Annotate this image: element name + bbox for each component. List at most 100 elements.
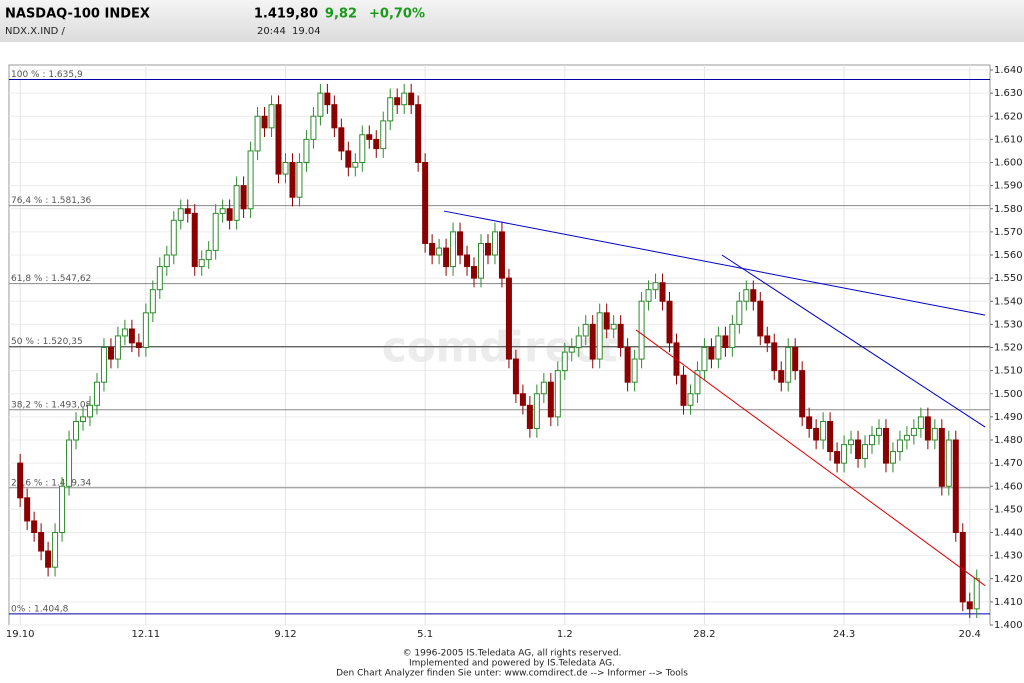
candle-body xyxy=(59,485,66,533)
candle-body xyxy=(959,532,966,603)
x-tick-label: 19.10 xyxy=(6,629,35,640)
candle-body xyxy=(966,601,973,610)
candle-body xyxy=(373,138,380,150)
change: 9,82 xyxy=(325,7,357,22)
x-tick-label: 20.4 xyxy=(959,629,981,640)
candle-body xyxy=(93,381,100,406)
header-bar xyxy=(0,0,1024,42)
candle-body xyxy=(610,323,617,330)
candle-body xyxy=(554,370,561,418)
candle-body xyxy=(45,550,52,568)
candle-body xyxy=(394,97,401,106)
candle-body xyxy=(268,104,275,129)
candle-body xyxy=(498,231,505,279)
candle-body xyxy=(429,242,436,256)
candle-body xyxy=(163,254,170,268)
candle-body xyxy=(149,289,156,314)
candle-body xyxy=(212,212,219,251)
y-tick-label: 1.560 xyxy=(994,250,1023,261)
candle-body xyxy=(736,300,743,325)
level-label: 0% : 1.404,8 xyxy=(11,604,69,614)
y-tick-label: 1.530 xyxy=(994,319,1023,330)
candle-body xyxy=(645,289,652,302)
plot-area xyxy=(8,64,991,626)
candle-body xyxy=(631,358,638,383)
candle-body xyxy=(701,347,708,372)
candle-body xyxy=(450,231,457,268)
candle-body xyxy=(540,381,547,395)
y-tick-label: 1.490 xyxy=(994,412,1023,423)
candle-body xyxy=(310,115,317,140)
y-tick-label: 1.420 xyxy=(994,574,1023,585)
candle-body xyxy=(785,347,792,383)
candle-body xyxy=(135,342,142,348)
candle-body xyxy=(834,451,841,464)
candle-body xyxy=(254,115,261,152)
candle-body xyxy=(652,282,659,291)
candle-body xyxy=(24,497,31,522)
candle-body xyxy=(491,231,498,256)
level-label: 23,6 % : 1.459,34 xyxy=(11,478,92,488)
date: 19.04 xyxy=(292,26,321,37)
candle-body xyxy=(387,97,394,122)
candle-body xyxy=(687,393,694,406)
candle-body xyxy=(924,416,931,441)
candle-body xyxy=(771,342,778,372)
x-tick-label: 28.2 xyxy=(693,629,715,640)
footer-line: © 1996-2005 IS.Teledata AG, all rights r… xyxy=(403,649,622,659)
candle-body xyxy=(806,416,813,429)
candle-body xyxy=(512,358,519,395)
trend-line xyxy=(721,254,986,428)
candle-body xyxy=(638,300,645,360)
candle-body xyxy=(66,439,73,487)
candle-body xyxy=(121,328,128,337)
candle-body xyxy=(464,254,471,268)
candle-body xyxy=(289,162,296,198)
candle-body xyxy=(80,416,87,422)
candle-body xyxy=(415,104,422,163)
candle-body xyxy=(233,185,240,221)
level-label: 100 % : 1.635,9 xyxy=(11,70,83,80)
candle-body xyxy=(743,289,750,302)
footer-line: Den Chart Analyzer finden Sie unter: www… xyxy=(336,669,688,679)
candle-body xyxy=(73,421,80,441)
y-tick-label: 1.550 xyxy=(994,273,1023,284)
candle-body xyxy=(903,434,910,441)
candle-body xyxy=(128,328,135,344)
candle-body xyxy=(931,427,938,441)
candle-body xyxy=(170,219,177,256)
candle-body xyxy=(869,434,876,446)
candle-body xyxy=(799,370,806,418)
candle-body xyxy=(380,120,387,150)
candle-body xyxy=(757,300,764,337)
candle-body xyxy=(317,92,324,117)
candle-body xyxy=(827,421,834,453)
candle-body xyxy=(52,532,59,568)
y-tick-label: 1.610 xyxy=(994,134,1023,145)
candle-body xyxy=(533,393,540,429)
candle-body xyxy=(596,312,603,360)
candle-body xyxy=(945,439,952,487)
candle-body xyxy=(345,150,352,168)
y-tick-label: 1.640 xyxy=(994,65,1023,76)
candle-body xyxy=(680,374,687,406)
candle-body xyxy=(519,393,526,406)
candle-body xyxy=(296,162,303,198)
candle-body xyxy=(142,312,149,348)
candle-body xyxy=(952,439,959,533)
candle-body xyxy=(275,104,282,175)
candle-body xyxy=(589,323,596,360)
y-tick-label: 1.410 xyxy=(994,597,1023,608)
candle-body xyxy=(198,259,205,268)
y-tick-label: 1.500 xyxy=(994,389,1023,400)
x-tick-label: 24.3 xyxy=(833,629,855,640)
level-label: 38,2 % : 1.493,08 xyxy=(11,400,92,410)
y-tick-label: 1.630 xyxy=(994,88,1023,99)
y-tick-label: 1.480 xyxy=(994,435,1023,446)
level-label: 50 % : 1.520,35 xyxy=(11,337,83,347)
candle-body xyxy=(750,289,757,302)
candle-body xyxy=(715,335,722,360)
y-tick-label: 1.460 xyxy=(994,481,1023,492)
candle-body xyxy=(875,427,882,436)
